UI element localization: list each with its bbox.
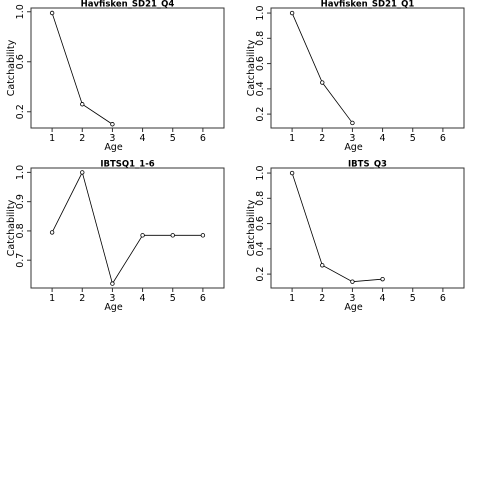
x-axis-label: Age: [104, 142, 123, 153]
data-point: [140, 233, 145, 238]
chart-title: Havfisken_SD21_Q4: [81, 0, 175, 10]
data-point: [320, 263, 325, 268]
plot-frame: [270, 167, 465, 289]
x-tick-label: 6: [440, 293, 446, 304]
series-line: [291, 172, 383, 283]
y-tick-label: 0.8: [255, 31, 266, 46]
plot-frame: [30, 7, 225, 129]
data-point: [350, 120, 355, 126]
y-tick-label: 0.2: [255, 267, 266, 282]
x-tick-label: 1: [289, 293, 295, 304]
x-tick-label: 3: [109, 133, 115, 144]
plot-frame: [270, 7, 465, 129]
x-axis-label: Age: [344, 302, 363, 313]
y-tick-label: 0.2: [255, 107, 266, 122]
chart-panel-3: IBTSQ1_1-6 1 2 3 4 5 6 0.7 0.8 0.9 1.0 Age Catchabil…: [6, 160, 225, 313]
data-point: [380, 276, 385, 282]
chart-panel-4: IBTS_Q3 1 2 3 4 5 6 0.2 0.4 0.6 0.8 1.0 Age Catchabil…: [246, 160, 465, 313]
chart-panel-2: Havfisken_SD21_Q1 1 2 3 4 5 6 0.2 0.4 0.6 0.8 1.0 Ag…: [246, 0, 465, 153]
y-tick-label: 0.4: [255, 241, 266, 256]
x-tick-label: 2: [319, 293, 325, 304]
chart-title: IBTS_Q3: [348, 160, 387, 170]
y-tick-label: 0.8: [255, 191, 266, 206]
y-tick-label: 1.0: [255, 5, 266, 20]
chart-title: IBTSQ1_1-6: [100, 160, 154, 170]
y-tick-label: 0.6: [255, 216, 266, 231]
data-point: [320, 80, 325, 85]
chart-title: Havfisken_SD21_Q1: [321, 0, 415, 10]
x-tick-label: 6: [200, 293, 206, 304]
x-tick-label: 5: [410, 293, 416, 304]
y-tick-label: 1.0: [255, 165, 266, 180]
x-tick-label: 5: [410, 133, 416, 144]
x-tick-label: 4: [140, 293, 146, 304]
x-tick-label: 4: [380, 293, 386, 304]
y-tick-label: 0.4: [255, 81, 266, 96]
chart-panel-1: Havfisken_SD21_Q4 1 2 3 4 5 6 0.2 0.6 1.0 Age Catch…: [6, 0, 225, 153]
y-tick-label: 0.6: [15, 54, 26, 69]
x-tick-label: 5: [170, 293, 176, 304]
data-point: [80, 102, 85, 107]
x-tick-label: 4: [380, 133, 386, 144]
data-point: [289, 170, 295, 176]
y-tick-label: 0.7: [15, 253, 26, 268]
y-axis-label: Catchability: [6, 199, 17, 256]
x-tick-label: 1: [49, 133, 55, 144]
x-tick-label: 4: [140, 133, 146, 144]
x-tick-label: 5: [170, 133, 176, 144]
y-tick-label: 0.8: [15, 223, 26, 238]
y-axis-label: Catchability: [6, 39, 17, 96]
x-tick-label: 6: [200, 133, 206, 144]
x-tick-label: 2: [319, 133, 325, 144]
y-tick-label: 1.0: [15, 4, 26, 19]
data-point: [200, 233, 206, 238]
x-tick-label: 3: [349, 293, 355, 304]
data-point: [49, 230, 55, 235]
series-line: [51, 12, 113, 125]
x-tick-label: 1: [289, 133, 295, 144]
y-axis-label: Catchability: [246, 39, 257, 96]
x-tick-label: 6: [440, 133, 446, 144]
data-point: [49, 10, 55, 16]
data-point: [170, 233, 175, 238]
data-point: [289, 10, 295, 16]
x-tick-label: 2: [79, 133, 85, 144]
y-tick-label: 1.0: [15, 165, 26, 180]
data-point: [110, 122, 115, 127]
data-point: [80, 170, 85, 175]
plot-frame: [30, 167, 225, 289]
data-point: [110, 281, 115, 286]
x-tick-label: 3: [109, 293, 115, 304]
x-tick-label: 2: [79, 293, 85, 304]
y-axis-label: Catchability: [246, 199, 257, 256]
y-tick-label: 0.9: [15, 194, 26, 209]
data-point: [350, 279, 355, 284]
x-axis-label: Age: [104, 302, 123, 313]
y-tick-label: 0.6: [255, 56, 266, 71]
series-line: [51, 171, 203, 285]
x-tick-label: 1: [49, 293, 55, 304]
series-line: [291, 12, 353, 124]
y-tick-label: 0.2: [15, 104, 26, 119]
x-axis-label: Age: [344, 142, 363, 153]
x-tick-label: 3: [349, 133, 355, 144]
